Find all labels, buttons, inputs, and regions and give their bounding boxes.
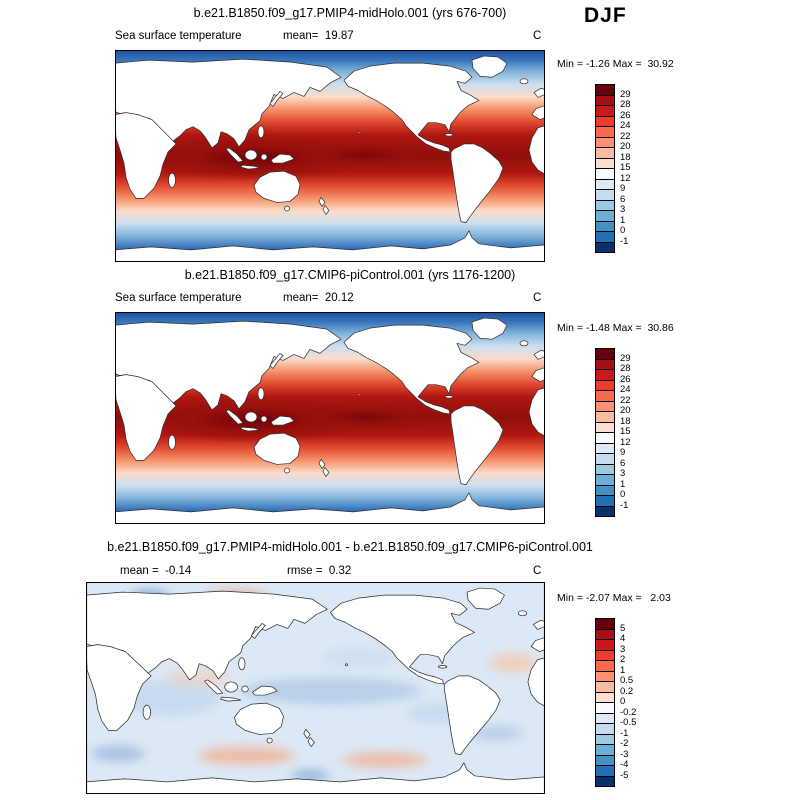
warm-pool-shading	[290, 400, 440, 434]
map-panel-2-sst	[115, 312, 545, 524]
colorbar-tick-label: -5	[620, 769, 629, 781]
colorbar-tick-label: 4	[620, 633, 626, 644]
colorbar-tick-label: 3	[620, 468, 626, 479]
colorbar-tick-label: 26	[620, 373, 631, 385]
colorbar-tick-label: -3	[620, 748, 629, 760]
colorbar-cell	[595, 775, 615, 787]
colorbar-tick-label: 28	[620, 363, 631, 374]
panel-1-minmax: Min = -1.26 Max = 30.92	[557, 58, 674, 70]
map-panel-1-sst	[115, 50, 545, 262]
panel-1-field-label: Sea surface temperature	[115, 30, 242, 42]
colorbar-tick-label: 24	[620, 120, 631, 131]
panel-3-title: b.e21.B1850.f09_g17.PMIP4-midHolo.001 - …	[107, 540, 593, 554]
panel-3-minmax: Min = -2.07 Max = 2.03	[557, 592, 671, 604]
panel-1-units-label: C	[533, 30, 542, 42]
colorbar-tick-label: -4	[620, 759, 629, 770]
panel-2-field-label: Sea surface temperature	[115, 292, 242, 304]
panel-1-title: b.e21.B1850.f09_g17.PMIP4-midHolo.001 (y…	[193, 6, 507, 20]
colorbar-tick-label: 12	[620, 172, 631, 184]
colorbar-tick-label: 18	[620, 151, 631, 163]
colorbar-tick-label: 6	[620, 193, 626, 205]
colorbar-tick-label: 24	[620, 384, 631, 395]
colorbar-tick-label: -1	[620, 499, 629, 511]
map-frame	[86, 582, 545, 794]
colorbar-tick-label: 1	[620, 664, 626, 676]
colorbar-tick-label: 0	[620, 489, 626, 500]
colorbar-tick-label: 22	[620, 130, 631, 142]
colorbar-tick-label: 3	[620, 643, 626, 655]
panel-3-mean-value: mean = -0.14	[120, 565, 192, 577]
colorbar-tick-label: -0.2	[620, 706, 637, 718]
colorbar-panel-2: 29 28 26 24 22 20 18 15 12 9 6 3 1 0 -1	[595, 348, 659, 517]
panel-2-minmax: Min = -1.48 Max = 30.86	[557, 322, 674, 334]
colorbar-tick-label: 15	[620, 426, 631, 437]
map-frame	[115, 312, 545, 524]
colorbar-tick-label: -1	[620, 235, 629, 247]
colorbar-tick-label: 29	[620, 352, 631, 364]
panel-3-rmse-value: rmse = 0.32	[287, 565, 352, 577]
colorbar-tick-label: 1	[620, 478, 626, 490]
colorbar-tick-label: 29	[620, 88, 631, 100]
colorbar-tick-label: 28	[620, 99, 631, 110]
colorbar-tick-label: -0.5	[620, 717, 637, 728]
colorbar-tick-label: 20	[620, 141, 631, 152]
colorbar-tick-label: 1	[620, 214, 626, 226]
colorbar-tick-label: 0.5	[620, 675, 634, 686]
colorbar-tick-label: 26	[620, 109, 631, 121]
season-label: DJF	[584, 4, 627, 27]
colorbar-tick-label: 2	[620, 654, 626, 665]
colorbar-cell	[595, 505, 615, 517]
warm-pool-shading	[290, 138, 440, 172]
colorbar-tick-label: 18	[620, 415, 631, 427]
panel-1-mean-value: mean= 19.87	[283, 30, 354, 42]
colorbar-tick-label: 0	[620, 696, 626, 707]
panel-2-mean-value: mean= 20.12	[283, 292, 354, 304]
colorbar-tick-label: 20	[620, 405, 631, 416]
colorbar-cell	[595, 241, 615, 253]
colorbar-tick-label: 15	[620, 162, 631, 173]
colorbar-panel-3: 5 4 3 2 1 0.5 0.2 0 -0.2 -0.5 -1 -2 -3 -4 -5	[595, 618, 659, 787]
colorbar-tick-label: 6	[620, 457, 626, 469]
map-frame	[115, 50, 545, 262]
panel-2-title: b.e21.B1850.f09_g17.CMIP6-piControl.001 …	[184, 268, 516, 282]
colorbar-tick-label: 22	[620, 394, 631, 406]
panel-3-units-label: C	[533, 565, 542, 577]
colorbar-tick-label: 5	[620, 622, 626, 634]
colorbar-tick-label: 0	[620, 225, 626, 236]
colorbar-tick-label: -1	[620, 727, 629, 739]
colorbar-tick-label: 9	[620, 447, 626, 458]
panel-2-units-label: C	[533, 292, 542, 304]
colorbar-tick-label: 3	[620, 204, 626, 215]
map-panel-3-difference	[86, 582, 545, 794]
colorbar-tick-label: 12	[620, 436, 631, 448]
colorbar-tick-label: -2	[620, 738, 629, 749]
colorbar-tick-label: 0.2	[620, 685, 634, 697]
colorbar-tick-label: 9	[620, 183, 626, 194]
colorbar-panel-1: 29 28 26 24 22 20 18 15 12 9 6 3 1 0 -1	[595, 84, 659, 253]
